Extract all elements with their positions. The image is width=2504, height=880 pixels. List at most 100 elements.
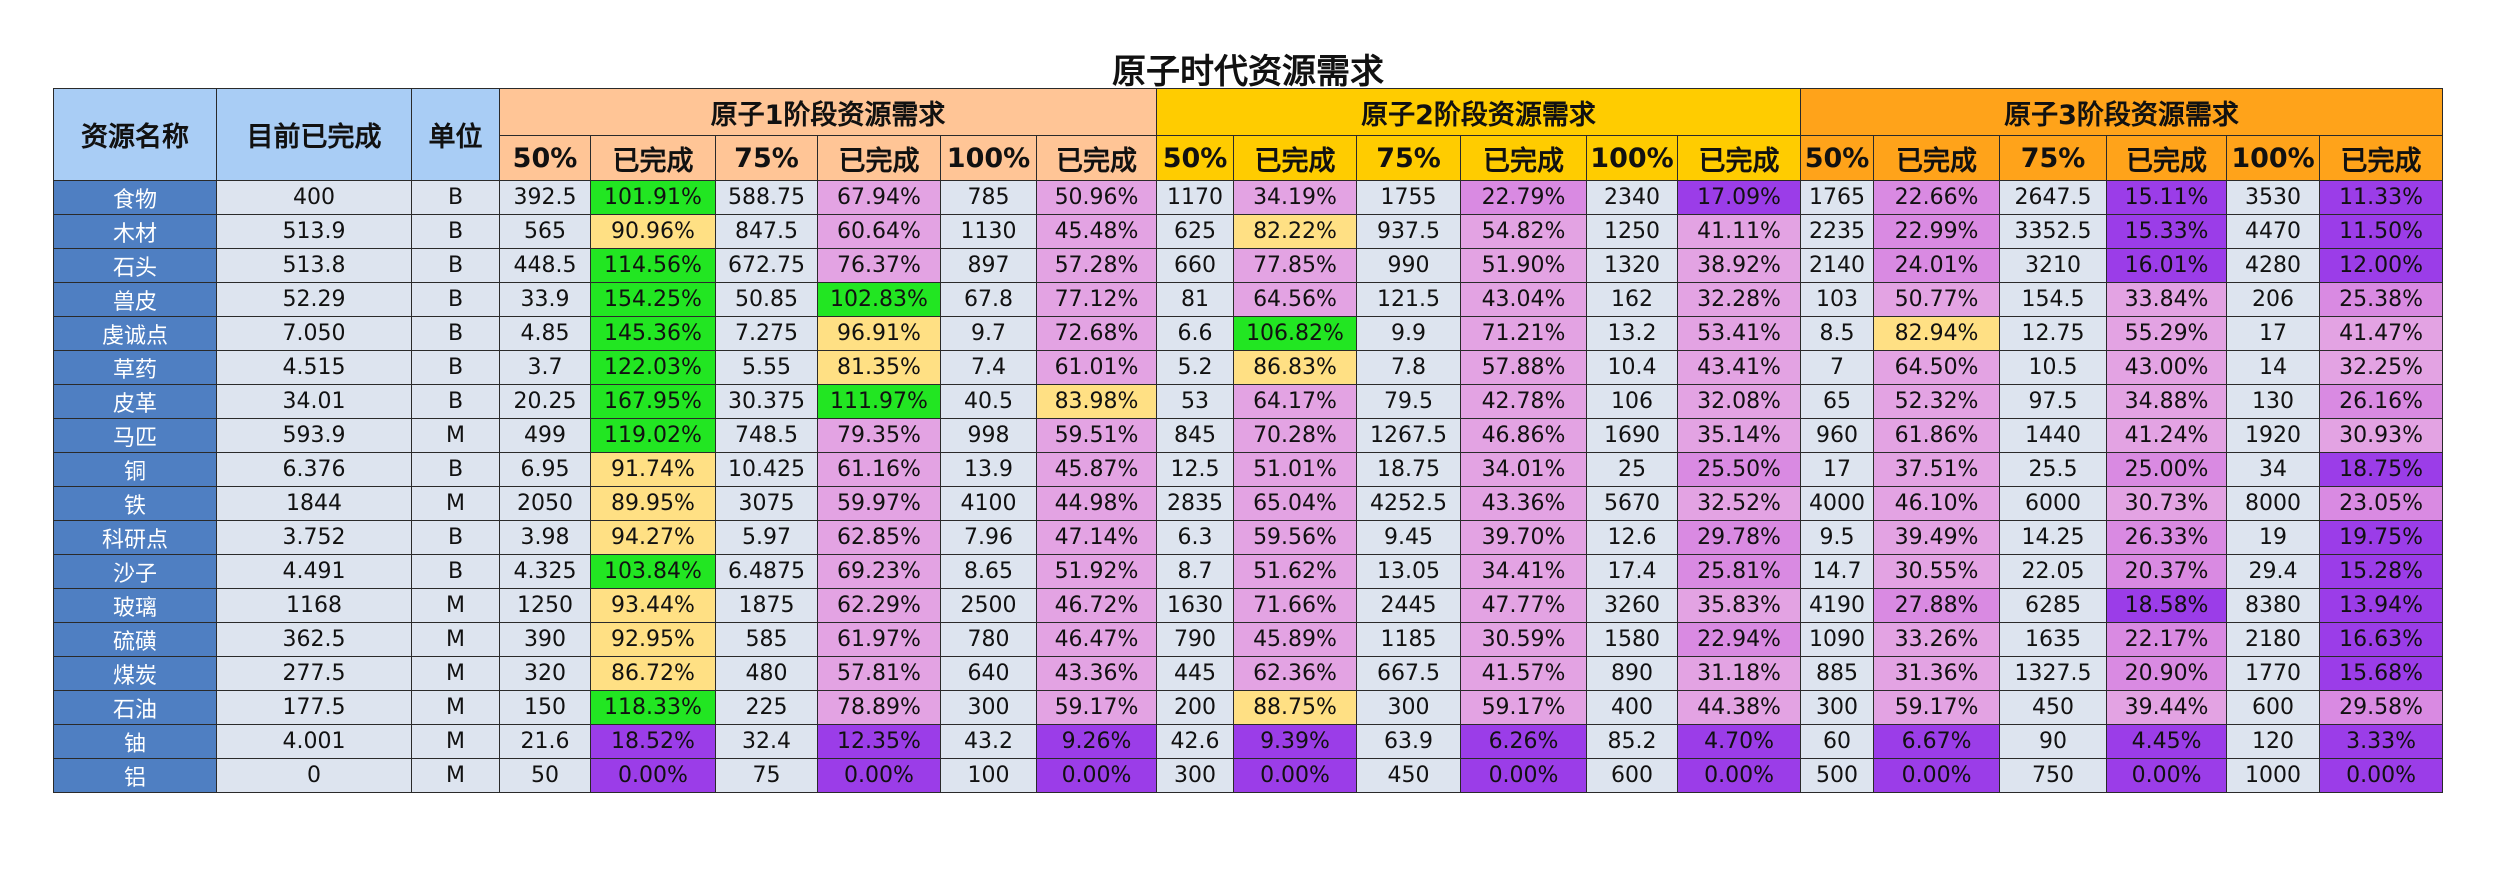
cell: 71.66% <box>1233 588 1358 623</box>
cell: 400 <box>1586 690 1679 725</box>
resource-name: 虔诚点 <box>53 316 217 351</box>
cell: 1320 <box>1586 248 1679 283</box>
cell: 6.6 <box>1156 316 1235 351</box>
cell: 59.97% <box>817 486 941 521</box>
cell: 1875 <box>715 588 818 623</box>
cell: B <box>411 282 500 317</box>
cell: 8380 <box>2226 588 2321 623</box>
cell: 13.05 <box>1356 554 1462 589</box>
cell: 500 <box>1800 758 1875 793</box>
sub-header: 已完成 <box>817 135 941 181</box>
cell: 17 <box>2226 316 2321 351</box>
cell: 0.00% <box>1035 758 1158 793</box>
cell: 62.29% <box>817 588 941 623</box>
cell: 35.83% <box>1677 588 1802 623</box>
cell: 62.36% <box>1233 656 1358 691</box>
cell: 513.8 <box>216 248 412 283</box>
cell: 750 <box>1999 758 2108 793</box>
cell: 41.11% <box>1677 214 1802 249</box>
resource-name: 木材 <box>53 214 217 249</box>
cell: 31.36% <box>1873 656 2001 691</box>
cell: 3.752 <box>216 520 412 555</box>
cell: 167.95% <box>590 384 716 419</box>
cell: 25.00% <box>2106 452 2228 487</box>
cell: 122.03% <box>590 350 716 385</box>
cell: 13.94% <box>2319 588 2444 623</box>
cell: 34.19% <box>1233 180 1358 215</box>
cell: 0.00% <box>817 758 941 793</box>
cell: 277.5 <box>216 656 412 691</box>
cell: 6285 <box>1999 588 2108 623</box>
cell: 9.39% <box>1233 724 1358 759</box>
cell: 18.52% <box>590 724 716 759</box>
cell: 25.81% <box>1677 554 1802 589</box>
cell: 27.88% <box>1873 588 2001 623</box>
cell: 89.95% <box>590 486 716 521</box>
cell: 46.47% <box>1035 622 1158 657</box>
cell: 33.9 <box>499 282 591 317</box>
cell: 2340 <box>1586 180 1679 215</box>
cell: 43.41% <box>1677 350 1802 385</box>
resource-name: 铁 <box>53 486 217 521</box>
cell: 1250 <box>499 588 591 623</box>
data-row: 食物 400 B 392.5 101.91% 588.75 67.94% 785 50.96% 1… <box>53 180 2444 215</box>
cell: 480 <box>715 656 818 691</box>
cell: 206 <box>2226 282 2321 317</box>
cell: 588.75 <box>715 180 818 215</box>
cell: 8.7 <box>1156 554 1235 589</box>
cell: 1185 <box>1356 622 1462 657</box>
sub-header: 50% <box>1156 135 1235 181</box>
cell: 60 <box>1800 724 1875 759</box>
cell: 9.7 <box>940 316 1037 351</box>
cell: 15.28% <box>2319 554 2444 589</box>
cell: 25.5 <box>1999 452 2108 487</box>
cell: 4.45% <box>2106 724 2228 759</box>
cell: 70.28% <box>1233 418 1358 453</box>
cell: 17.09% <box>1677 180 1802 215</box>
cell: 4.001 <box>216 724 412 759</box>
cell: 61.16% <box>817 452 941 487</box>
cell: 1630 <box>1156 588 1235 623</box>
cell: 4.515 <box>216 350 412 385</box>
cell: 1440 <box>1999 418 2108 453</box>
cell: 46.10% <box>1873 486 2001 521</box>
cell: 937.5 <box>1356 214 1462 249</box>
cell: 960 <box>1800 418 1875 453</box>
cell: 29.58% <box>2319 690 2444 725</box>
sub-header: 100% <box>1586 135 1679 181</box>
cell: 14 <box>2226 350 2321 385</box>
cell: 86.72% <box>590 656 716 691</box>
cell: 96.91% <box>817 316 941 351</box>
cell: B <box>411 384 500 419</box>
column-header: 资源名称 <box>53 88 217 181</box>
cell: M <box>411 656 500 691</box>
cell: 4252.5 <box>1356 486 1462 521</box>
cell: 4470 <box>2226 214 2321 249</box>
group-header: 原子2阶段资源需求 <box>1156 88 1802 136</box>
cell: 82.94% <box>1873 316 2001 351</box>
cell: 0.00% <box>1233 758 1358 793</box>
cell: 25.50% <box>1677 452 1802 487</box>
cell: 499 <box>499 418 591 453</box>
cell: 400 <box>216 180 412 215</box>
cell: 0.00% <box>2319 758 2444 793</box>
cell: 16.01% <box>2106 248 2228 283</box>
cell: 6.4875 <box>715 554 818 589</box>
cell: 1635 <box>1999 622 2108 657</box>
cell: 54.82% <box>1460 214 1588 249</box>
sub-header: 已完成 <box>1035 135 1158 181</box>
cell: 0 <box>216 758 412 793</box>
cell: 12.5 <box>1156 452 1235 487</box>
cell: 82.22% <box>1233 214 1358 249</box>
cell: 4280 <box>2226 248 2321 283</box>
cell: 300 <box>1356 690 1462 725</box>
cell: 121.5 <box>1356 282 1462 317</box>
cell: 32.28% <box>1677 282 1802 317</box>
cell: 77.85% <box>1233 248 1358 283</box>
cell: 40.5 <box>940 384 1037 419</box>
cell: 20.37% <box>2106 554 2228 589</box>
cell: 19.75% <box>2319 520 2444 555</box>
data-row: 铁 1844 M 2050 89.95% 3075 59.97% 4100 44.98% 2835… <box>53 486 2444 521</box>
cell: 748.5 <box>715 418 818 453</box>
data-row: 铀 4.001 M 21.6 18.52% 32.4 12.35% 43.2 9.26% 42.6… <box>53 724 2444 759</box>
